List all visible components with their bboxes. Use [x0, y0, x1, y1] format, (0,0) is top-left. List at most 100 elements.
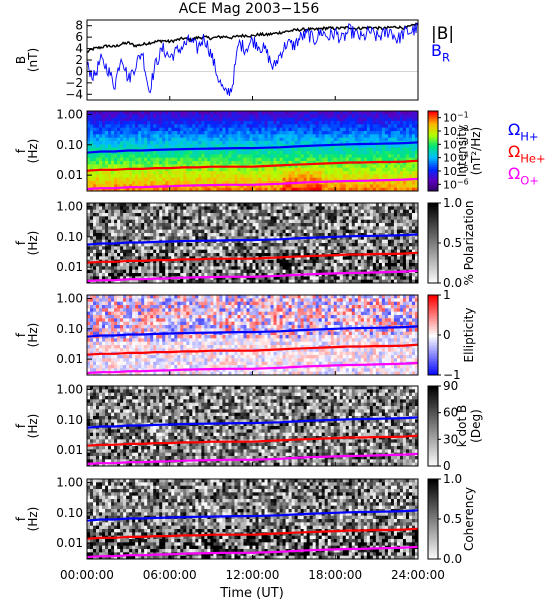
spectrogram-coherency — [87, 479, 419, 560]
gyro-line-he-intensity — [86, 159, 419, 172]
y-tick-label-field: 8 — [75, 19, 83, 33]
y-tick-label-field: −4 — [65, 87, 83, 101]
y-tick-label-field: 0 — [75, 64, 83, 78]
y-axis-label-ellipticity: (Hz) — [26, 323, 40, 348]
y-tick-label-field: 2 — [75, 53, 83, 67]
colorbar-tick-label-intensity: 10−2 — [443, 124, 469, 138]
x-tick-label: 24:00:00 — [391, 568, 445, 582]
colorbar-label-polarization: % Polarization — [462, 201, 476, 286]
colorbar-label-kdotb: k dot B — [455, 405, 469, 447]
colorbar-tick-label-ellipticity: −1 — [443, 368, 461, 382]
colorbar-label-intensity: Intensity — [455, 125, 469, 177]
colorbar-label-kdotb: (Deg) — [469, 409, 483, 443]
panel-intensity: 0.01 0.10 1.00 10−110−210−310−410−510−6Inte… — [14, 107, 546, 192]
x-axis: 00:00:00 06:00:00 12:00:00 18:00:00 24:00:00 — [60, 568, 445, 582]
colorbar-tick-label-polarization: 0.5 — [443, 236, 462, 250]
colorbar-tick-label-coherency: 1.0 — [443, 472, 462, 486]
gyro-line-o-polarization — [86, 269, 419, 283]
colorbar-tick-label-intensity: 10−4 — [443, 151, 469, 165]
colorbar-tick-label-coherency: 0.0 — [443, 552, 462, 566]
colorbar-tick-label-kdotb: 60 — [443, 406, 458, 420]
series-b-magnitude — [86, 22, 419, 54]
y-tick-label-coherency: 1.00 — [56, 475, 83, 489]
colorbar-tick-label-ellipticity: 0 — [443, 328, 451, 342]
x-tick-label: 12:00:00 — [226, 568, 280, 582]
gyro-line-o-kdotb — [86, 452, 419, 466]
y-tick-label-coherency: 0.01 — [56, 536, 83, 550]
gyro-legend-he: ΩHe+ — [508, 142, 546, 166]
y-tick-label-ellipticity: 0.10 — [56, 322, 83, 336]
y-axis-label-polarization: (Hz) — [26, 231, 40, 256]
gyro-legend-o: ΩO+ — [508, 164, 539, 188]
series-b-r — [86, 22, 419, 97]
colorbar-tick-label-intensity: 10−1 — [443, 111, 469, 125]
y-tick-label-kdotb: 1.00 — [56, 382, 83, 396]
gyro-legend-h: ΩH+ — [508, 120, 539, 144]
y-axis-label-coherency: f — [14, 516, 28, 521]
y-tick-label-intensity: 0.01 — [56, 168, 83, 182]
y-tick-label-ellipticity: 0.01 — [56, 352, 83, 366]
spectrogram-kdotb — [87, 386, 419, 467]
gyro-line-h-coherency — [86, 509, 419, 522]
panel-kdotb: 0.01 0.10 1.00 90 60 30 0 k dot B (Deg) f(Hz) — [14, 379, 483, 473]
colorbar-polarization: 1.0 0.5 0.0% Polarization — [427, 196, 476, 290]
colorbar-frame-kdotb — [427, 385, 439, 467]
colorbar-tick-label-intensity: 10−6 — [443, 177, 469, 191]
x-tick-label: 00:00:00 — [60, 568, 114, 582]
chart-title: ACE Mag 2003−156 — [179, 1, 320, 17]
y-axis-label-field: (nT) — [26, 48, 40, 72]
y-tick-label-kdotb: 0.01 — [56, 443, 83, 457]
colorbar-frame-intensity — [427, 110, 439, 192]
gyro-line-he-coherency — [86, 527, 419, 540]
y-tick-label-ellipticity: 1.00 — [56, 291, 83, 305]
gyro-line-he-ellipticity — [86, 343, 419, 356]
colorbar-tick-label-intensity: 10−3 — [443, 137, 469, 151]
panel-polarization: 0.01 0.10 1.00 1.0 0.5 0.0% Polarization f(Hz) — [14, 196, 476, 290]
colorbar-tick-label-polarization: 1.0 — [443, 196, 462, 210]
gyro-line-o-ellipticity — [86, 361, 419, 375]
colorbar-tick-label-ellipticity: 1 — [443, 288, 451, 302]
y-tick-label-intensity: 0.10 — [56, 138, 83, 152]
y-tick-label-polarization: 0.01 — [56, 260, 83, 274]
y-axis-label-kdotb: f — [14, 423, 28, 428]
y-tick-label-kdotb: 0.10 — [56, 413, 83, 427]
colorbar-kdotb: 90 60 30 0 k dot B (Deg) — [427, 379, 483, 473]
colorbar-tick-label-kdotb: 90 — [443, 379, 458, 393]
y-tick-label-field: −2 — [65, 76, 83, 90]
y-tick-label-field: 4 — [75, 42, 83, 56]
gyro-line-h-polarization — [86, 233, 419, 246]
y-tick-label-field: 6 — [75, 30, 83, 44]
y-axis-label-ellipticity: f — [14, 332, 28, 337]
gyro-line-h-intensity — [86, 141, 419, 154]
y-tick-label-polarization: 0.10 — [56, 230, 83, 244]
gyro-line-he-polarization — [86, 251, 419, 264]
colorbar-tick-label-intensity: 10−5 — [443, 164, 469, 178]
colorbar-tick-label-polarization: 0.0 — [443, 276, 462, 290]
legend-b-r: BR — [431, 41, 450, 65]
colorbar-tick-label-coherency: 0.5 — [443, 512, 462, 526]
colorbar-label-ellipticity: Ellipticity — [462, 308, 476, 363]
y-tick-label-intensity: 1.00 — [56, 107, 83, 121]
x-tick-label: 06:00:00 — [143, 568, 197, 582]
colorbar-label-coherency: Coherency — [462, 487, 476, 551]
gyro-line-o-intensity — [86, 177, 419, 191]
line-plot-field — [86, 22, 419, 97]
y-axis-label-field: B — [14, 56, 28, 64]
y-tick-label-coherency: 0.10 — [56, 506, 83, 520]
y-axis-label-coherency: (Hz) — [26, 507, 40, 532]
colorbar-label-intensity: (nT²/Hz) — [469, 127, 483, 175]
gyro-line-h-ellipticity — [86, 325, 419, 338]
y-tick-label-polarization: 1.00 — [56, 199, 83, 213]
y-axis-label-polarization: f — [14, 240, 28, 245]
gyro-line-o-coherency — [86, 545, 419, 559]
y-axis-label-intensity: f — [14, 148, 28, 153]
y-axis-label-kdotb: (Hz) — [26, 414, 40, 439]
